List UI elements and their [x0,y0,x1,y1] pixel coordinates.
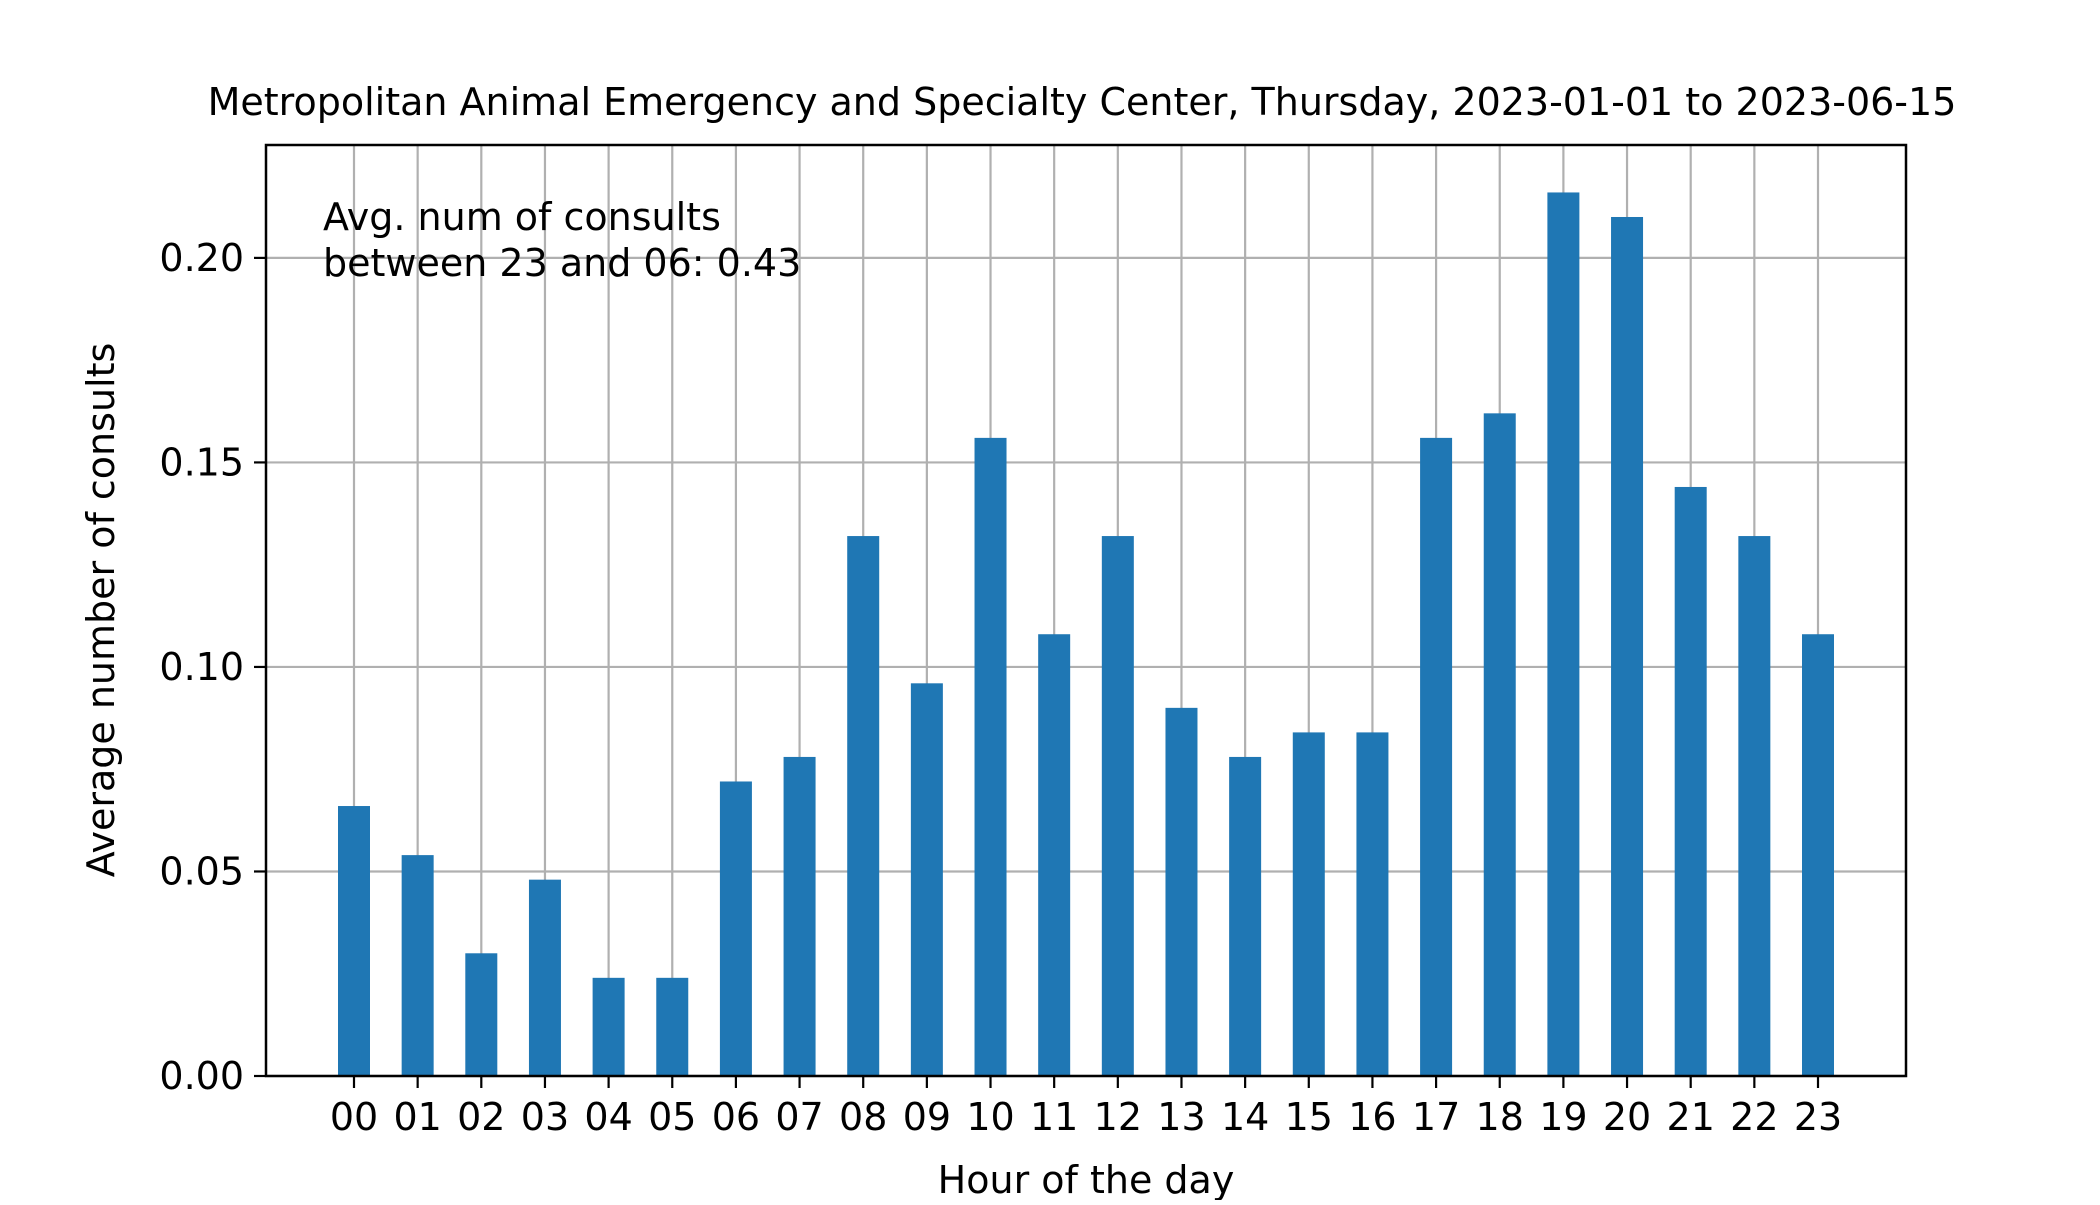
y-tick-label: 0.00 [159,1054,244,1098]
x-tick-label: 01 [393,1095,441,1139]
bar-hour-05 [656,977,689,1076]
bar-hour-22 [1738,536,1771,1076]
bar-hour-03 [528,879,561,1076]
y-tick-label: 0.05 [159,849,244,893]
x-tick-label: 07 [775,1095,823,1139]
x-tick-label: 21 [1667,1095,1715,1139]
bar-hour-12 [1101,536,1134,1076]
bars [338,192,1834,1077]
bar-hour-13 [1165,707,1198,1076]
x-tick-label: 12 [1094,1095,1142,1139]
x-tick-label: 10 [966,1095,1014,1139]
annotation-text: Avg. num of consults between 23 and 06: … [323,195,801,285]
x-tick-label: 11 [1030,1095,1078,1139]
bar-hour-10 [974,437,1007,1076]
x-tick-label: 20 [1603,1095,1651,1139]
x-tick-label: 16 [1348,1095,1396,1139]
x-axis-ticks: 00 01 02 03 04 05 06 07 08 09 10 11 12 13 14 15 16 17 18 19… [330,1076,1842,1139]
x-tick-label: 19 [1539,1095,1587,1139]
x-tick-label: 14 [1221,1095,1269,1139]
bar-hour-14 [1229,756,1262,1076]
bar-hour-01 [401,855,434,1076]
y-axis-ticks: 0.00 0.05 0.10 0.15 0.20 [159,236,266,1098]
x-tick-label: 04 [584,1095,632,1139]
bar-hour-09 [910,683,943,1076]
annotation-line-2: between 23 and 06: 0.43 [323,241,801,285]
x-tick-label: 09 [903,1095,951,1139]
y-tick-label: 0.20 [159,236,244,280]
x-tick-label: 08 [839,1095,887,1139]
x-tick-label: 05 [648,1095,696,1139]
bar-hour-04 [592,977,625,1076]
bar-hour-16 [1356,732,1389,1076]
x-axis-label: Hour of the day [938,1158,1235,1200]
chart-title: Metropolitan Animal Emergency and Specia… [208,80,1957,124]
bar-hour-21 [1674,486,1707,1076]
x-tick-label: 06 [712,1095,760,1139]
bar-hour-23 [1802,634,1834,1076]
y-axis-label: Average number of consults [79,343,123,878]
x-tick-label: 02 [457,1095,505,1139]
annotation-line-1: Avg. num of consults [323,195,721,239]
x-tick-label: 15 [1285,1095,1333,1139]
bar-hour-20 [1611,216,1644,1076]
bar-hour-08 [847,536,880,1076]
x-tick-label: 13 [1157,1095,1205,1139]
y-tick-label: 0.10 [159,645,244,689]
bar-hour-06 [719,781,752,1076]
y-tick-label: 0.15 [159,440,244,484]
x-tick-label: 03 [521,1095,569,1139]
bar-hour-15 [1292,732,1325,1076]
x-tick-label: 23 [1794,1095,1842,1139]
plot-frame [264,143,1908,1078]
bar-hour-02 [465,953,498,1076]
bar-hour-17 [1420,437,1453,1076]
x-tick-label: 17 [1412,1095,1460,1139]
bar-hour-00 [338,806,370,1076]
bar-hour-07 [783,756,816,1076]
x-tick-label: 22 [1730,1095,1778,1139]
bar-hour-19 [1547,192,1580,1077]
x-tick-label: 18 [1476,1095,1524,1139]
bar-hour-11 [1038,634,1071,1076]
x-tick-label: 00 [330,1095,378,1139]
bar-hour-18 [1483,413,1516,1077]
